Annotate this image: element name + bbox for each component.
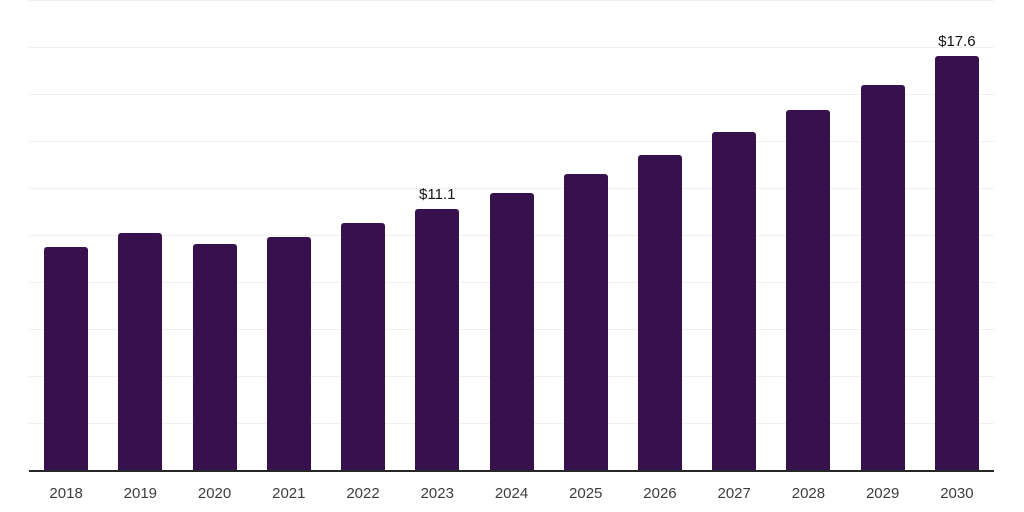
bar-value-label-2030: $17.6 [938,33,976,51]
bar-2019[interactable] [118,232,163,470]
x-axis-label-2019: 2019 [123,485,158,502]
x-axis-label-2029: 2029 [865,485,900,502]
plot-area: $11.1 $17.6 [29,0,994,472]
x-axis-label-2025: 2025 [569,485,603,502]
gridline-14 [29,141,994,142]
x-axis-label-2028: 2028 [791,485,826,502]
bar-value-label-2023: $11.1 [419,186,456,204]
gridline-12 [29,188,994,189]
bar-2020[interactable] [192,244,237,470]
x-axis-label-2024: 2024 [494,485,529,502]
bar-2026[interactable] [637,155,682,470]
x-axis-label-2026: 2026 [643,485,677,502]
x-axis-label-2018: 2018 [49,485,83,502]
x-axis-label-2023: 2023 [420,485,454,502]
bar-2018[interactable] [44,246,89,470]
x-axis-label-2020: 2020 [197,485,232,502]
gridline-18 [29,47,994,48]
x-axis-label-2030: 2030 [940,485,974,502]
bar-2030[interactable] [934,56,979,470]
x-axis-label-2027: 2027 [717,485,751,502]
bar-2025[interactable] [563,173,608,470]
bar-2022[interactable] [341,223,386,470]
bar-2028[interactable] [786,110,831,470]
bar-2021[interactable] [266,237,311,470]
x-axis-label-2021: 2021 [272,485,306,502]
bar-2027[interactable] [712,131,757,470]
bar-2023[interactable] [415,209,460,470]
bar-2029[interactable] [860,84,905,470]
gridline-20 [29,0,994,1]
bar-2024[interactable] [489,192,534,470]
gridline-16 [29,94,994,95]
x-axis-label-2022: 2022 [346,485,380,502]
